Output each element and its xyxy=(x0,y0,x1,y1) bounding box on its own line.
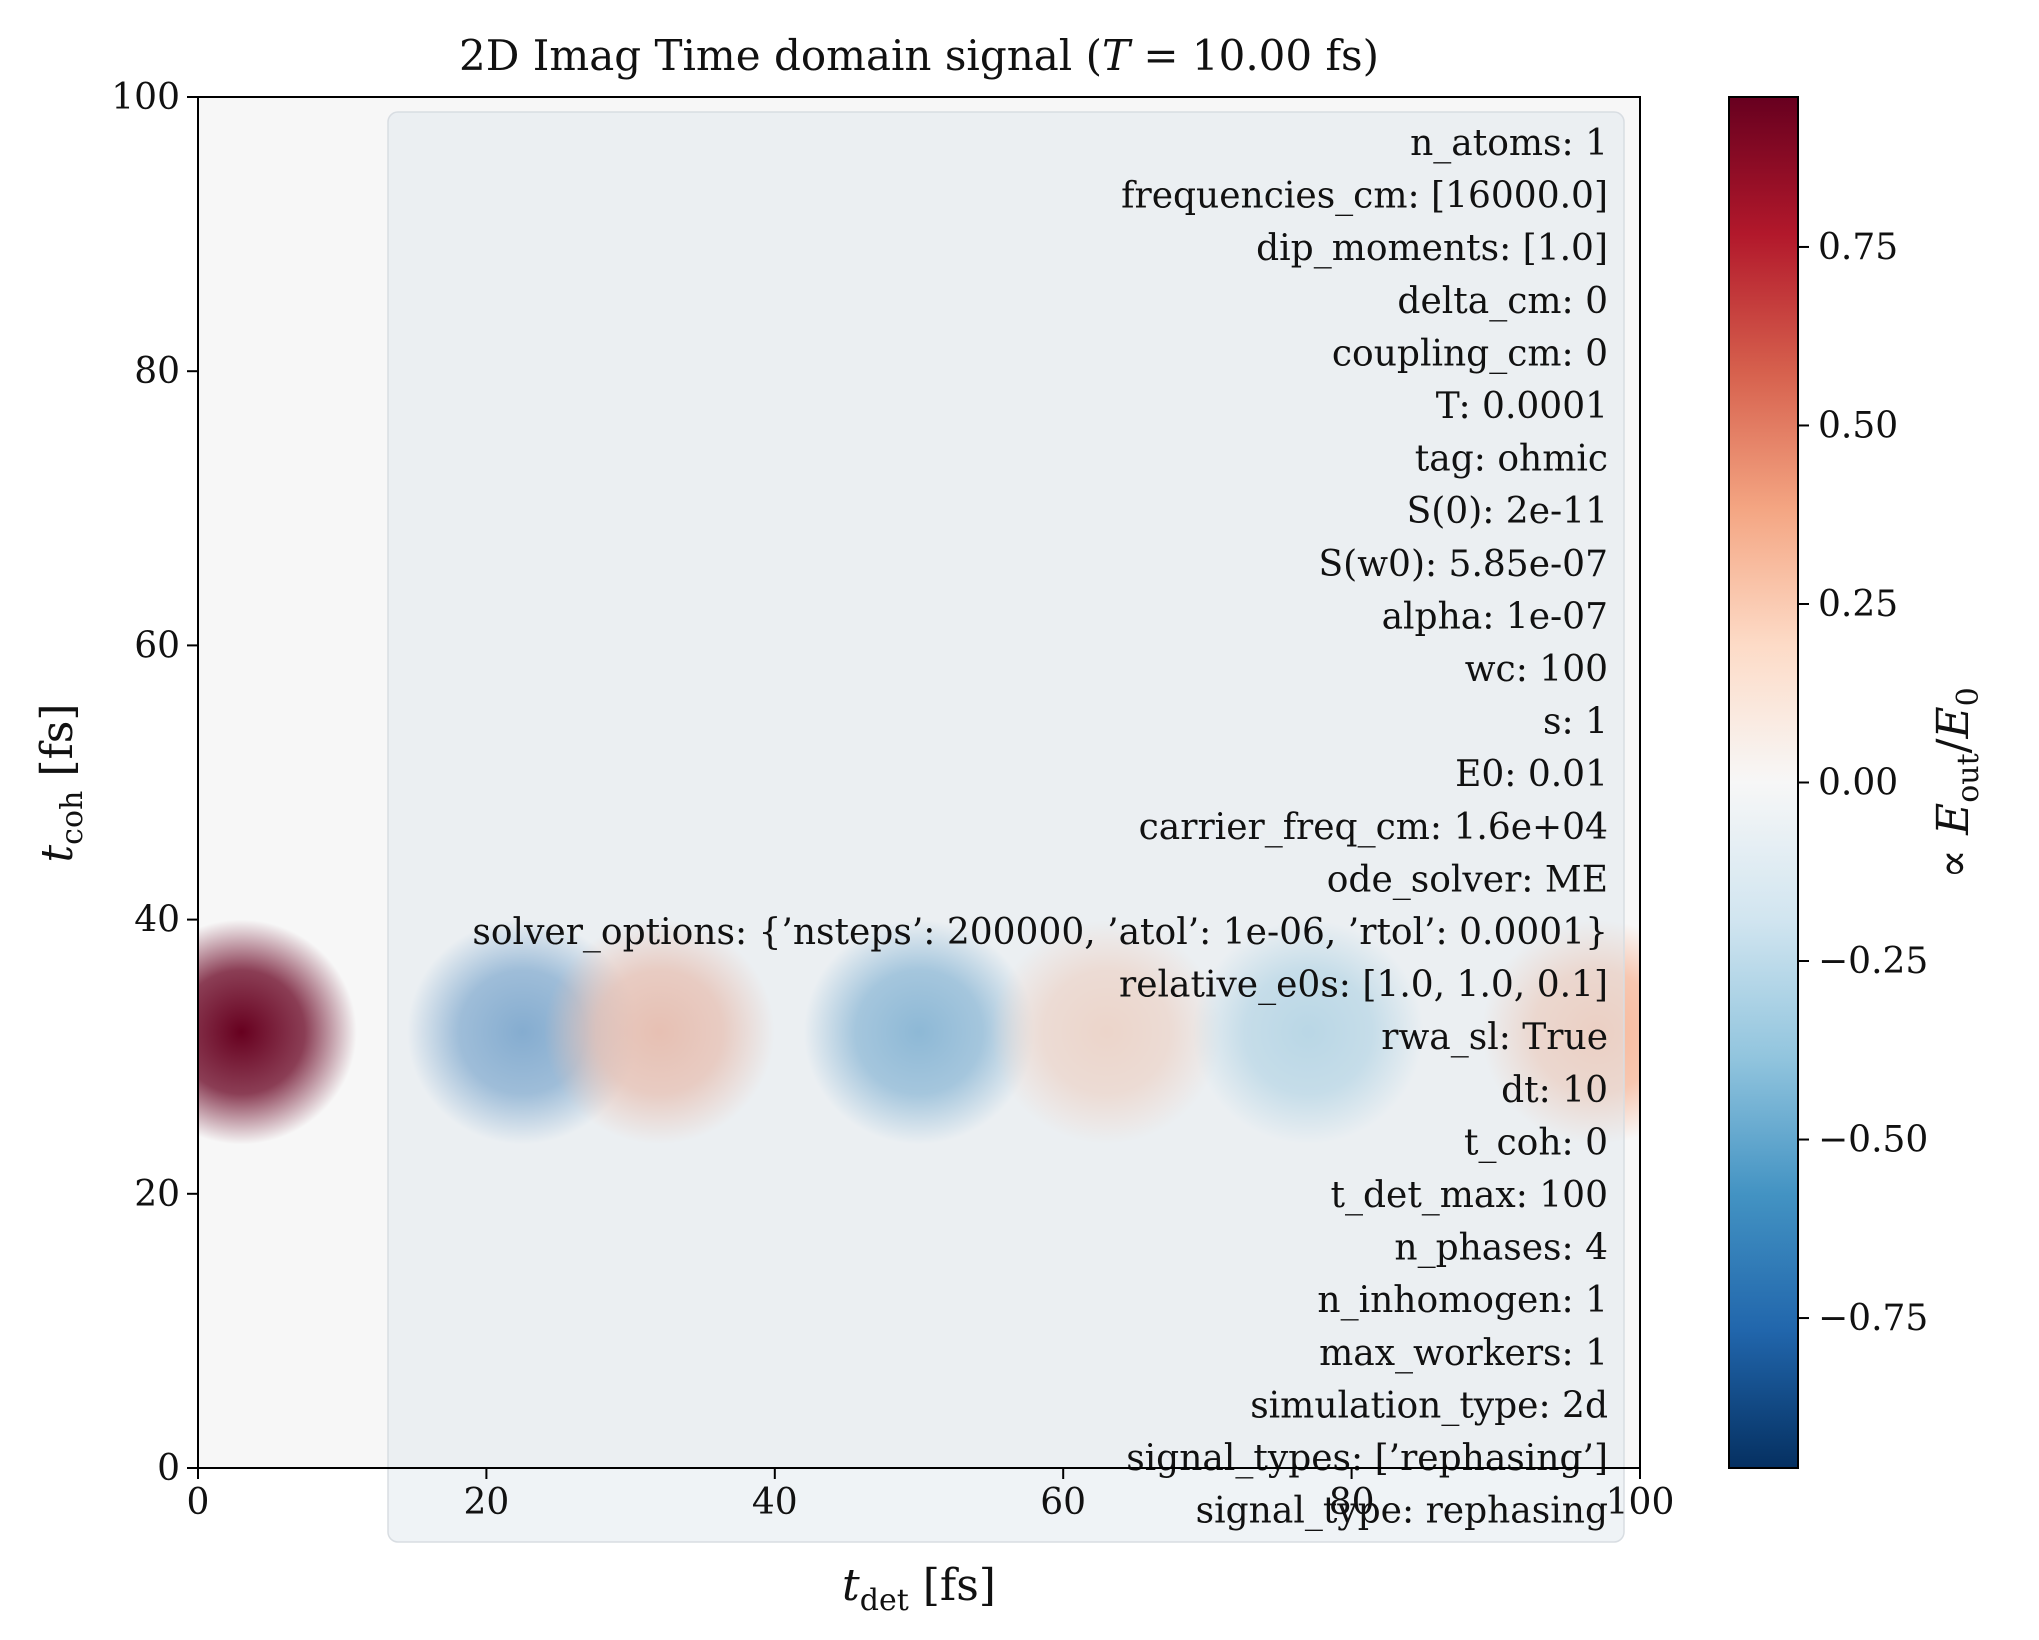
annotation-line: n_atoms: 1 xyxy=(1410,123,1608,164)
colorbar-tick-label: 0.50 xyxy=(1818,405,1898,446)
colorbar-tick-label: −0.75 xyxy=(1818,1298,1928,1339)
plot-frame xyxy=(197,96,1641,1469)
annotation-box xyxy=(387,111,1625,1543)
x-axis-label-base: t xyxy=(842,1560,860,1611)
chart-title: 2D Imag Time domain signal (T = 10.00 fs… xyxy=(459,31,1379,80)
x-tick-label: 60 xyxy=(1040,1482,1086,1523)
annotation-line: s: 1 xyxy=(1543,702,1608,743)
y-tick-label: 0 xyxy=(157,1448,180,1489)
annotation-line: tag: ohmic xyxy=(1415,439,1608,480)
y-axis-label-sub: coh xyxy=(55,791,90,845)
annotation-line: dip_moments: [1.0] xyxy=(1256,228,1608,269)
annotation-line: S(0): 2e-11 xyxy=(1407,491,1608,532)
annotation-line: alpha: 1e-07 xyxy=(1382,596,1608,637)
annotation-line: frequencies_cm: [16000.0] xyxy=(1121,176,1608,217)
annotation-line: max_workers: 1 xyxy=(1319,1333,1608,1374)
colorbar-tick-label: −0.25 xyxy=(1818,941,1928,982)
annotation-line: relative_e0s: [1.0, 1.0, 0.1] xyxy=(1119,965,1608,1006)
x-tick-label: 20 xyxy=(463,1482,509,1523)
colorbar-label-num: E xyxy=(1928,803,1979,836)
annotation-line: signal_types: [’rephasing’] xyxy=(1126,1438,1608,1479)
colorbar-ticks: 0.75 0.50 0.25 0.00 −0.25 −0.50 −0.75 xyxy=(1798,227,1928,1339)
annotation-line: ode_solver: ME xyxy=(1327,859,1608,900)
x-tick-label: 100 xyxy=(1606,1482,1675,1523)
colorbar-tick-label: 0.00 xyxy=(1818,763,1898,804)
annotation-line: signal_type: rephasing xyxy=(1196,1491,1608,1532)
annotation-line: carrier_freq_cm: 1.6e+04 xyxy=(1139,807,1608,848)
x-tick-label: 0 xyxy=(187,1482,210,1523)
y-axis-label: tcoh [fs] xyxy=(32,703,90,862)
x-axis: 0 20 40 60 80 100 xyxy=(187,1468,1675,1523)
chart-title-var: T xyxy=(1102,31,1133,80)
y-tick-label: 60 xyxy=(134,625,180,666)
x-axis-label: tdet [fs] xyxy=(842,1560,996,1618)
y-tick-label: 80 xyxy=(134,351,180,392)
annotation-line: t_coh: 0 xyxy=(1464,1122,1608,1163)
colorbar-label: ∝ Eout/E0 xyxy=(1928,687,1986,878)
colorbar-tick-label: −0.50 xyxy=(1818,1120,1928,1161)
annotation-line: delta_cm: 0 xyxy=(1397,281,1608,322)
colorbar-label-num-sub: out xyxy=(1951,753,1986,802)
y-tick-label: 20 xyxy=(134,1174,180,1215)
colorbar xyxy=(1728,96,1799,1469)
colorbar-label-slash: / xyxy=(1928,738,1979,753)
colorbar-tick-label: 0.75 xyxy=(1818,227,1898,268)
annotation-line: S(w0): 5.85e-07 xyxy=(1319,544,1608,585)
chart-title-rest: = 10.00 fs) xyxy=(1130,31,1379,80)
annotation-line: rwa_sl: True xyxy=(1381,1017,1608,1058)
annotation-line: wc: 100 xyxy=(1465,649,1608,690)
x-tick-label: 80 xyxy=(1329,1482,1375,1523)
y-axis: 0 20 40 60 80 100 xyxy=(111,77,198,1489)
y-axis-label-base: t xyxy=(32,845,83,863)
x-axis-label-sub: det xyxy=(860,1583,909,1618)
heatmap-blob xyxy=(198,919,357,1145)
annotation-line: coupling_cm: 0 xyxy=(1332,333,1608,374)
chart-title-prefix: 2D Imag Time domain signal ( xyxy=(459,31,1102,80)
x-tick-label: 40 xyxy=(752,1482,798,1523)
y-axis-label-unit: [fs] xyxy=(32,703,83,790)
annotation-line: T: 0.0001 xyxy=(1436,386,1608,427)
annotation-line: simulation_type: 2d xyxy=(1250,1385,1608,1426)
annotation-line: t_det_max: 100 xyxy=(1331,1175,1608,1216)
annotation-line: E0: 0.01 xyxy=(1455,754,1608,795)
y-tick-label: 100 xyxy=(111,77,180,118)
annotation-line: n_inhomogen: 1 xyxy=(1317,1280,1608,1321)
colorbar-label-den-sub: 0 xyxy=(1951,687,1986,706)
colorbar-label-den: E xyxy=(1928,706,1979,739)
y-tick-label: 40 xyxy=(134,900,180,941)
colorbar-tick-label: 0.25 xyxy=(1818,584,1898,625)
colorbar-label-prefix: ∝ xyxy=(1928,835,1979,879)
annotation-line: solver_options: {’nsteps’: 200000, ’atol… xyxy=(472,912,1608,953)
x-axis-label-unit: [fs] xyxy=(909,1560,996,1611)
annotation-line: n_phases: 4 xyxy=(1394,1228,1608,1269)
annotation-text: n_atoms: 1 frequencies_cm: [16000.0] dip_m… xyxy=(472,123,1608,1532)
annotation-line: dt: 10 xyxy=(1501,1070,1608,1111)
